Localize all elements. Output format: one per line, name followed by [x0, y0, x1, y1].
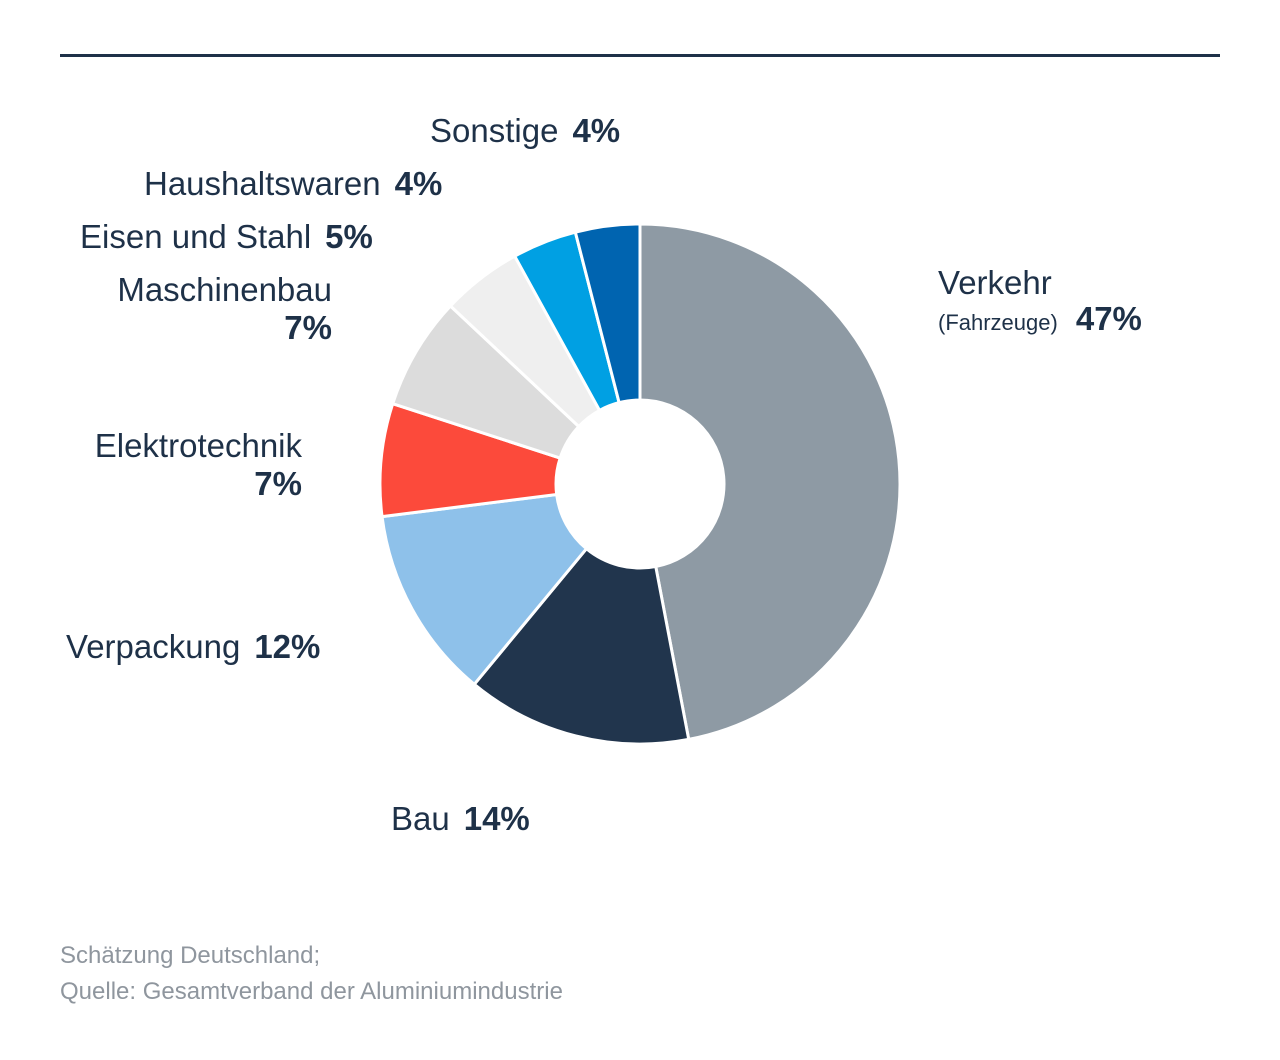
slice-label: Verkehr [938, 264, 1052, 301]
slice-label: Eisen und Stahl [80, 218, 312, 255]
slice-label: Elektrotechnik [94, 427, 302, 464]
slice-value: 7% [254, 465, 302, 502]
pie-slice-sonstige [573, 222, 642, 405]
pie-slice-bau [472, 547, 691, 746]
label-sonstige: Sonstige 4% [430, 112, 620, 150]
slice-value: 4% [572, 112, 621, 149]
slice-value: 4% [394, 165, 443, 202]
source-line-1: Schätzung Deutschland; [60, 942, 321, 969]
label-maschinenbau: Maschinenbau 7% [117, 271, 332, 347]
slice-label: Haushaltswaren [144, 165, 381, 202]
slice-label: Verpackung [66, 628, 241, 665]
slice-value: 14% [463, 800, 530, 837]
label-haushaltswaren: Haushaltswaren 4% [144, 165, 442, 203]
slice-sublabel: (Fahrzeuge) [938, 310, 1058, 335]
pie-slice-verpackung [380, 493, 588, 686]
slice-label: Maschinenbau [117, 271, 332, 308]
source-line-2: Quelle: Gesamtverband der Aluminiumindus… [60, 978, 563, 1005]
label-elektrotechnik: Elektrotechnik 7% [95, 427, 302, 503]
slice-value: 47% [1075, 300, 1142, 337]
source-note: Schätzung Deutschland; Quelle: Gesamtver… [60, 938, 563, 1010]
label-verkehr: Verkehr (Fahrzeuge) 47% [938, 264, 1142, 342]
pie-slice-verkehr [638, 222, 902, 741]
slice-label: Bau [391, 800, 450, 837]
slice-value: 5% [325, 218, 373, 255]
slice-value: 12% [254, 628, 321, 665]
top-rule [60, 54, 1220, 57]
slice-value: 7% [284, 309, 332, 346]
label-verpackung: Verpackung 12% [66, 628, 320, 666]
label-eisen-und-stahl: Eisen und Stahl 5% [80, 218, 373, 256]
label-bau: Bau 14% [391, 800, 530, 838]
slice-label: Sonstige [430, 112, 559, 149]
